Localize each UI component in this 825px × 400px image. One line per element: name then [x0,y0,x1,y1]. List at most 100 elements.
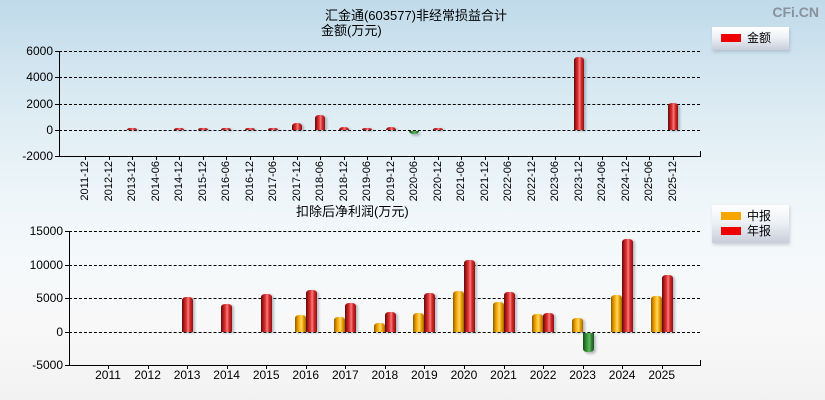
bar [571,317,583,332]
legend-label: 年报 [747,224,772,238]
bar [413,313,425,332]
x-tick-label: 2018 [371,368,399,383]
bar [244,128,255,130]
bar [362,128,372,130]
x-tick-label: 2019 [411,368,438,383]
bar [315,114,325,130]
x-axis-tick [187,365,189,370]
x-tick-label: 2021-06 [455,161,467,202]
x-tick-label: 2012-12 [102,161,115,202]
bar [611,294,623,332]
bar [432,128,443,130]
y-axis-tick [65,365,69,367]
x-tick-label: 2025-06 [643,161,655,202]
grid-line [69,331,700,333]
bar [650,295,662,332]
x-axis-tick [461,156,462,161]
y-axis-line [69,231,70,366]
legend-item: 年报 [721,224,789,238]
y-axis-tick [55,130,59,131]
x-tick-label: 2023-06 [549,161,561,202]
x-tick-label: 2017 [331,368,359,383]
bar [667,102,678,130]
grid-line [69,264,700,266]
y-tick-label: 0 [46,123,53,137]
x-axis-tick [108,365,109,370]
legend-swatch [721,212,741,220]
x-axis-tick [273,156,274,161]
grid-line [59,50,700,52]
x-tick-label: 2024-12 [619,161,632,202]
legend-item: 金额 [721,31,789,45]
x-tick-label: 2016-06 [220,161,232,202]
top-chart-legend: 金额 [712,27,789,50]
bar [543,312,555,332]
x-tick-label: 2013-12 [126,161,138,202]
bar [503,291,515,332]
grid-line [69,231,700,233]
grid-line [59,103,700,105]
y-tick-label: 2000 [26,96,53,111]
x-axis-tick [343,156,345,161]
x-axis-tick [414,156,415,161]
x-axis-tick [543,365,545,370]
x-tick-label: 2018-06 [314,161,326,202]
x-tick-label: 2017-06 [267,161,279,202]
bar [661,275,673,332]
y-axis-tick [55,50,59,52]
bar [409,131,419,134]
x-axis-tick [555,156,556,161]
x-axis-tick [649,156,650,161]
y-tick-label: 15000 [29,224,63,239]
bar [305,289,317,332]
x-axis-tick [602,156,603,161]
x-axis-tick [437,156,439,161]
x-tick-label: 2019-06 [361,161,373,202]
y-tick-label: -5000 [32,358,63,373]
y-axis-tick [65,298,69,300]
y-tick-label: 4000 [26,70,53,85]
bar [260,293,272,332]
bar [463,260,475,332]
x-axis-tick [503,365,505,370]
x-axis-tick [85,156,86,161]
y-axis-tick [55,103,59,105]
bar [294,315,306,332]
y-axis-tick [55,156,59,158]
y-axis-tick [55,77,59,79]
x-axis-tick [147,365,149,370]
x-tick-label: 2022-06 [502,161,514,202]
x-tick-label: 2013 [173,368,201,383]
x-axis-tick [531,156,533,161]
legend-label: 中报 [747,209,772,223]
x-tick-label: 2025 [648,368,676,383]
x-axis-tick [508,156,509,161]
y-axis-tick [65,231,69,233]
x-axis-tick [345,365,347,370]
legend-item: 中报 [721,209,789,223]
x-axis-tick [367,156,368,161]
x-axis-tick [249,156,251,161]
top-chart-title: 汇金通(603577)非经常损益合计 [324,8,508,23]
legend-swatch [721,227,741,235]
bar [492,302,504,332]
x-tick-label: 2016 [292,368,320,383]
x-axis-tick [661,365,663,370]
bar [622,239,634,332]
x-tick-label: 2014-06 [149,161,162,202]
x-axis-line [59,156,701,158]
x-axis-tick [384,365,386,370]
x-tick-label: 2019-12 [384,161,397,202]
x-axis-tick [484,156,486,161]
x-tick-label: 2021-12 [478,161,491,202]
x-axis-tick [202,156,204,161]
x-axis-tick [132,156,133,161]
x-axis-tick [424,365,426,370]
x-tick-label: 2020 [450,368,478,383]
x-tick-label: 2023 [569,368,596,383]
x-axis-tick [582,365,584,370]
x-tick-label: 2024-06 [596,161,608,202]
bar [573,57,584,130]
x-axis-tick [578,156,580,161]
